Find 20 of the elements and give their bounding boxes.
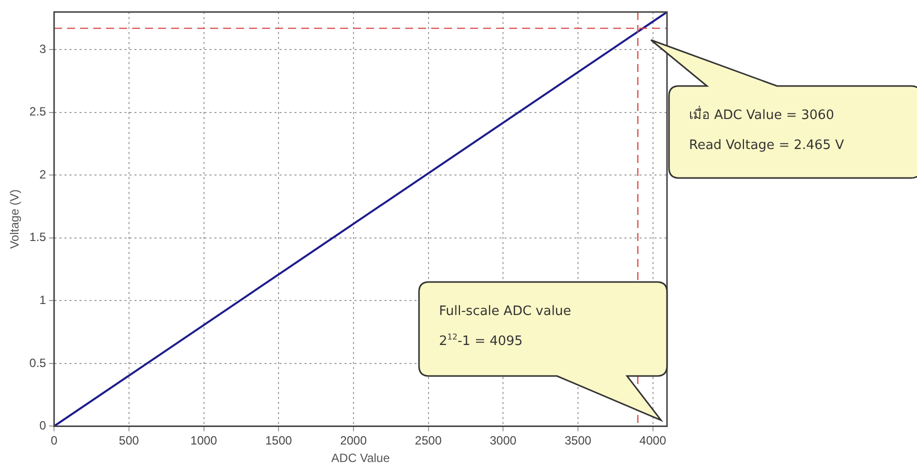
x-tick-label: 3500 xyxy=(564,434,592,448)
x-axis-title: ADC Value xyxy=(331,451,390,466)
x-tick-label: 1500 xyxy=(265,434,292,448)
y-tick-label: 0 xyxy=(39,418,46,433)
x-tick-label: 4000 xyxy=(639,434,666,448)
text: เมื่อ ADC Value = 3060 Read Voltage = 2.465 V xyxy=(689,104,844,155)
y-tick-label: 1 xyxy=(39,292,46,307)
x-tick-label: 1000 xyxy=(190,434,218,448)
x-tick-label: 3000 xyxy=(490,434,517,448)
x-tick-label: 0 xyxy=(50,434,58,448)
y-tick-label: 1.5 xyxy=(29,230,46,244)
y-tick-label: 3 xyxy=(39,42,46,56)
y-tick-label: 0.5 xyxy=(29,356,46,370)
y-axis-title: Voltage (V) xyxy=(8,189,22,249)
x-tick-label: 2000 xyxy=(340,434,368,448)
x-tick-label: 2500 xyxy=(414,434,442,448)
annotation: Full-scale ADC value 2$^{12}$-1 = 4095 xyxy=(439,303,572,351)
x-tick-label: 500 xyxy=(118,434,140,448)
y-tick-label: 2.5 xyxy=(29,104,46,119)
y-tick-label: 2 xyxy=(39,167,46,182)
